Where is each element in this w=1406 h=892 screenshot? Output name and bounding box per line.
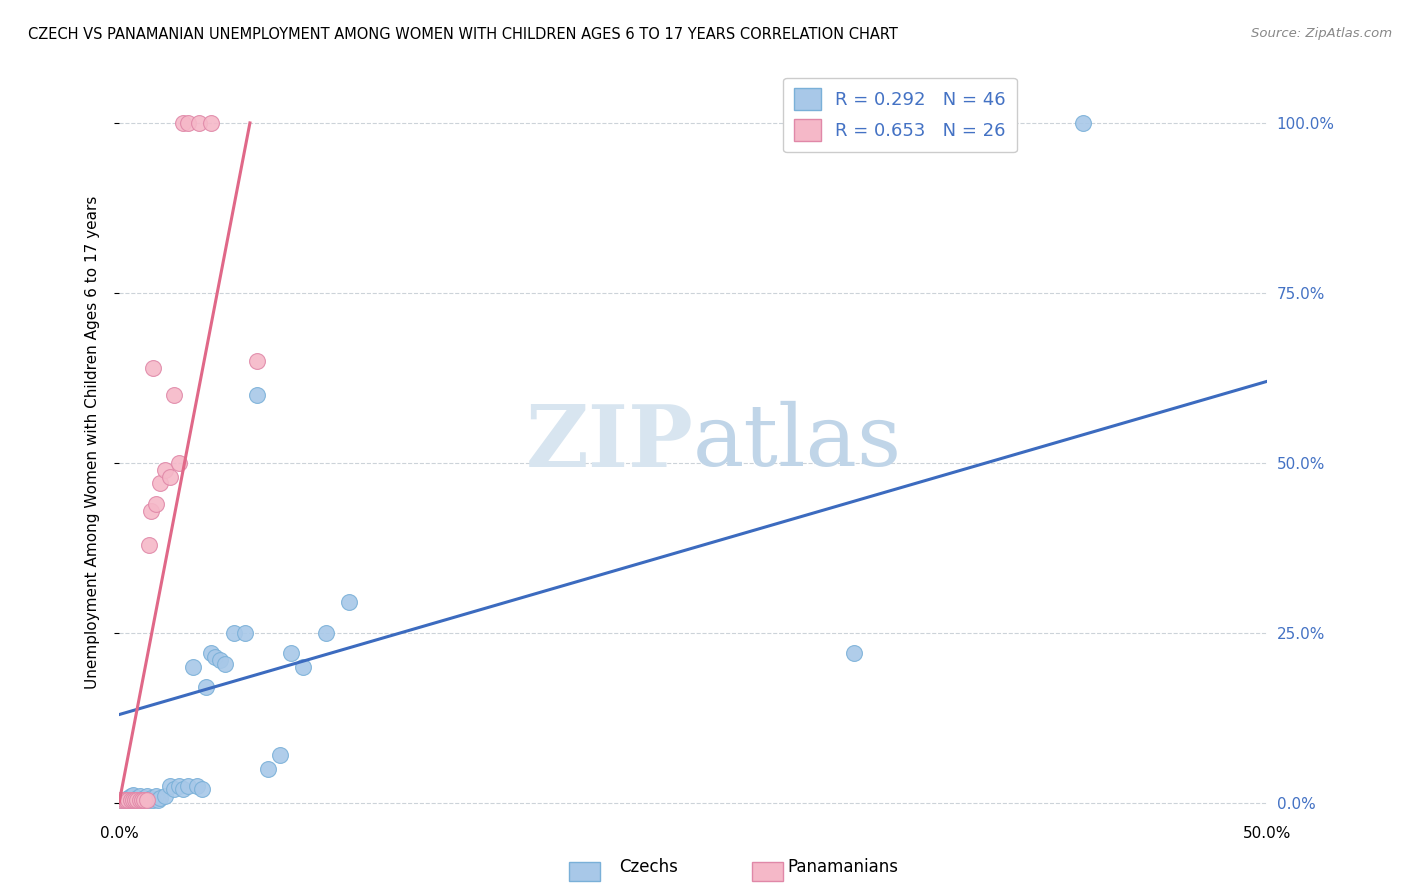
Point	[131, 792, 153, 806]
Point	[172, 782, 194, 797]
Text: CZECH VS PANAMANIAN UNEMPLOYMENT AMONG WOMEN WITH CHILDREN AGES 6 TO 17 YEARS CO: CZECH VS PANAMANIAN UNEMPLOYMENT AMONG W…	[28, 27, 898, 42]
Text: Source: ZipAtlas.com: Source: ZipAtlas.com	[1251, 27, 1392, 40]
Point	[200, 116, 222, 130]
Point	[181, 660, 204, 674]
Point	[138, 538, 160, 552]
Point	[135, 789, 157, 804]
Point	[269, 748, 291, 763]
Point	[163, 388, 186, 402]
Point	[110, 792, 132, 806]
Legend: R = 0.292   N = 46, R = 0.653   N = 26: R = 0.292 N = 46, R = 0.653 N = 26	[783, 78, 1017, 153]
Point	[214, 657, 236, 671]
Point	[159, 779, 181, 793]
Point	[149, 476, 172, 491]
Point	[200, 646, 222, 660]
Point	[842, 646, 865, 660]
Point	[337, 595, 360, 609]
Point	[177, 779, 200, 793]
Point	[134, 791, 156, 805]
Point	[121, 792, 143, 806]
Point	[190, 782, 212, 797]
Point	[315, 626, 337, 640]
Point	[291, 660, 314, 674]
Point	[142, 792, 165, 806]
Point	[117, 792, 139, 806]
Point	[121, 791, 143, 805]
Point	[120, 792, 142, 806]
Point	[233, 626, 256, 640]
Point	[246, 354, 269, 368]
Point	[153, 463, 176, 477]
Point	[110, 792, 132, 806]
Point	[188, 116, 211, 130]
Point	[127, 791, 149, 805]
Point	[149, 791, 172, 805]
Point	[134, 792, 156, 806]
Point	[124, 792, 146, 806]
Point	[142, 360, 165, 375]
Point	[163, 782, 186, 797]
Point	[120, 792, 142, 806]
Text: atlas: atlas	[693, 401, 903, 484]
Text: Czechs: Czechs	[619, 858, 678, 876]
Point	[120, 789, 142, 804]
Point	[186, 779, 208, 793]
Point	[209, 653, 232, 667]
Point	[145, 497, 167, 511]
Point	[117, 790, 139, 805]
Point	[124, 792, 146, 806]
Point	[177, 116, 200, 130]
Point	[167, 456, 190, 470]
Point	[131, 792, 153, 806]
Point	[115, 792, 138, 806]
Point	[112, 792, 135, 806]
Point	[141, 503, 163, 517]
Point	[153, 789, 176, 804]
Point	[980, 116, 1002, 130]
Point	[195, 681, 218, 695]
Point	[145, 789, 167, 804]
Point	[167, 779, 190, 793]
Point	[128, 789, 150, 804]
Point	[257, 762, 280, 776]
Point	[1073, 116, 1095, 130]
Text: ZIP: ZIP	[526, 401, 693, 484]
Point	[204, 649, 226, 664]
Point	[146, 792, 169, 806]
Point	[159, 469, 181, 483]
Y-axis label: Unemployment Among Women with Children Ages 6 to 17 years: Unemployment Among Women with Children A…	[86, 196, 100, 690]
Point	[138, 792, 160, 806]
Point	[280, 646, 302, 660]
Text: Panamanians: Panamanians	[787, 858, 898, 876]
Point	[121, 788, 143, 802]
Point	[135, 792, 157, 806]
Point	[128, 792, 150, 806]
Point	[172, 116, 194, 130]
Point	[112, 792, 135, 806]
Point	[141, 791, 163, 805]
Point	[246, 388, 269, 402]
Point	[115, 792, 138, 806]
Point	[222, 626, 245, 640]
Point	[127, 792, 149, 806]
